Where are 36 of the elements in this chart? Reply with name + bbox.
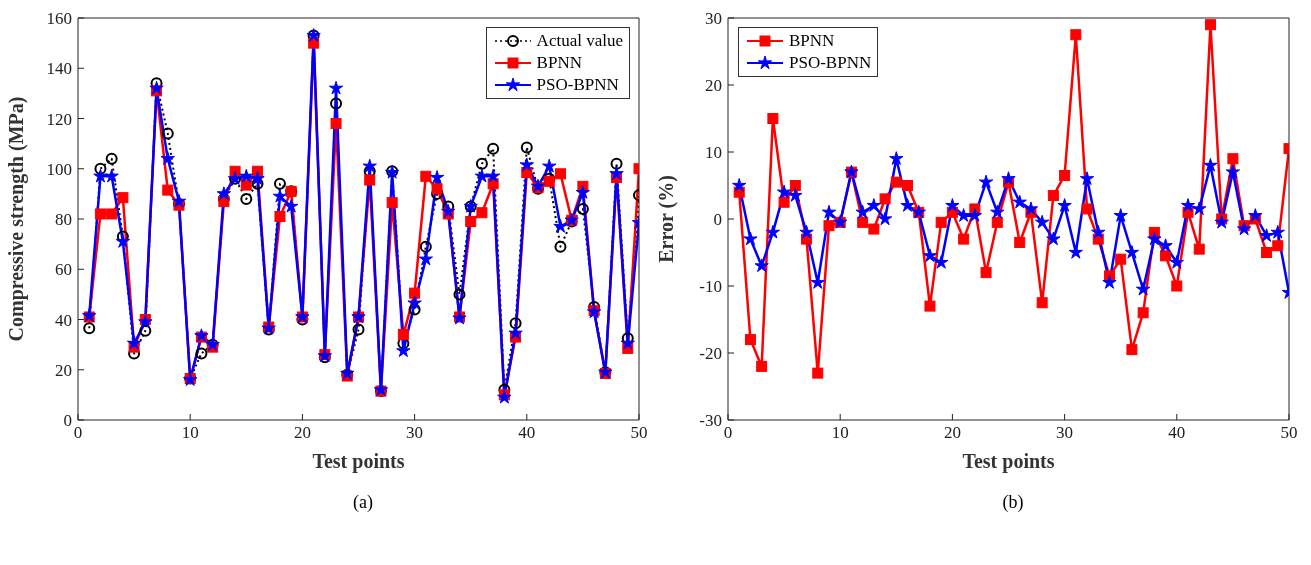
y-tick-label: 30 (705, 9, 722, 29)
x-axis-title: Test points (962, 450, 1055, 473)
y-tick-label: 140 (46, 59, 72, 79)
y-tick-label: 80 (55, 210, 72, 230)
x-tick-label: 10 (181, 423, 199, 443)
x-tick-label: 20 (293, 423, 311, 443)
y-tick-label: 40 (55, 310, 72, 330)
y-tick-label: -20 (699, 344, 722, 364)
legend-label: BPNN (536, 52, 582, 74)
x-tick-label: 50 (630, 423, 648, 443)
y-tick-label: 120 (46, 109, 72, 129)
text: (b) (1001, 492, 1025, 513)
x-tick-label: 20 (943, 423, 961, 443)
y-tick-label: 0 (713, 210, 722, 230)
y-tick-label: 20 (705, 76, 722, 96)
y-tick-label: 160 (46, 9, 72, 29)
x-tick-label: 40 (518, 423, 536, 443)
y-axis-title: Error (%) (655, 175, 679, 263)
x-tick-label: 50 (1280, 423, 1298, 443)
y-tick-label: -30 (699, 411, 722, 431)
y-tick-label: 100 (46, 159, 72, 179)
y-tick-label: 20 (55, 360, 72, 380)
legend-label: Actual value (536, 30, 623, 52)
y-tick-label: 60 (55, 260, 72, 280)
y-tick-label: -10 (699, 277, 722, 297)
text: (a) (352, 492, 374, 513)
x-tick-label: 40 (1168, 423, 1186, 443)
x-tick-label: 10 (831, 423, 849, 443)
y-axis-title: Compressive strength (MPa) (5, 96, 29, 342)
y-tick-label: 10 (705, 143, 722, 163)
x-axis-title: Test points (312, 450, 405, 473)
legend-label: PSO-BPNN (536, 74, 619, 96)
legend-label: PSO-BPNN (789, 52, 872, 74)
x-tick-label: 30 (1056, 423, 1074, 443)
x-tick-label: 30 (406, 423, 424, 443)
legend-label: BPNN (789, 30, 835, 52)
